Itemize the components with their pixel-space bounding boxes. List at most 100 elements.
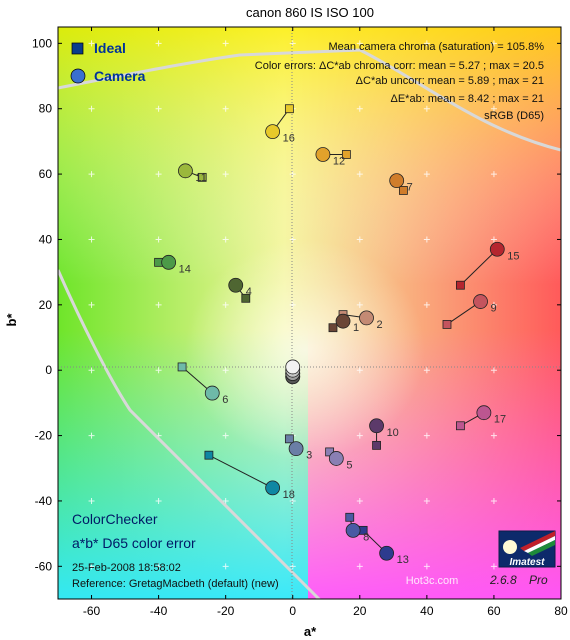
grid-plus [423, 367, 430, 374]
grid-plus [423, 301, 430, 308]
grid-plus [490, 236, 497, 243]
patch-2-label: 2 [377, 319, 383, 331]
grid-plus [222, 563, 229, 570]
patch-3-camera-marker [288, 441, 304, 457]
grid-plus [289, 563, 296, 570]
patch-13-camera-marker [379, 545, 395, 561]
edition-label: Pro [529, 573, 548, 587]
grid-plus [356, 432, 363, 439]
patch-3-label: 3 [306, 450, 312, 462]
grid-plus [155, 301, 162, 308]
grid-plus [289, 497, 296, 504]
x-tick-label: 80 [554, 604, 568, 618]
version-label: 2.6.8 [489, 573, 517, 587]
grid-plus [88, 40, 95, 47]
patch-4-ideal-marker [241, 293, 251, 303]
grid-plus [356, 105, 363, 112]
grid-plus [490, 367, 497, 374]
patch-17-label: 17 [494, 414, 506, 426]
patch-7-camera-marker [389, 173, 405, 189]
patch-11-label: 11 [195, 172, 206, 184]
patch-16-camera-marker [265, 124, 281, 139]
grid-plus [490, 105, 497, 112]
grid-plus [155, 236, 162, 243]
grid-plus [490, 497, 497, 504]
grid-plus [356, 497, 363, 504]
grid-plus [155, 367, 162, 374]
patch-14-camera-marker [161, 254, 177, 270]
grid-plus [423, 563, 430, 570]
grid-plus [490, 171, 497, 178]
legend: Ideal Camera [70, 40, 146, 84]
grid-plus [88, 236, 95, 243]
chart-title: canon 860 IS ISO 100 [246, 5, 374, 20]
x-tick-label: -20 [217, 604, 235, 618]
grid-plus [356, 236, 363, 243]
patch-16-label: 16 [283, 133, 295, 145]
x-tick-label: 20 [353, 604, 367, 618]
legend-ideal-marker [71, 42, 84, 55]
grid-plus [222, 432, 229, 439]
patch-18-ideal-marker [204, 450, 214, 460]
patch-6-ideal-marker [177, 362, 187, 372]
patch-2-camera-marker [359, 310, 374, 326]
grid-plus [155, 497, 162, 504]
grid-plus [356, 301, 363, 308]
grid-plus [289, 40, 296, 47]
grid-plus [222, 105, 229, 112]
info-line-3: ΔC*ab uncorr: mean = 5.89 ; max = 21 [356, 75, 544, 87]
patch-15-camera-marker [489, 241, 505, 257]
patch-3-ideal-marker [284, 434, 294, 444]
grid-plus [356, 563, 363, 570]
patch-5-camera-marker [328, 451, 344, 466]
patch-7-label: 7 [407, 182, 413, 194]
legend-camera-marker [70, 68, 86, 84]
patch-7-ideal-marker [398, 186, 408, 195]
grid-plus [88, 367, 95, 374]
patch-16-ideal-marker [284, 104, 294, 114]
info-line-5: sRGB (D65) [484, 110, 544, 122]
patch-8-camera-marker [345, 522, 361, 538]
patch-6-label: 6 [222, 394, 228, 406]
patch-15-ideal-marker [455, 280, 465, 290]
block-line-3: 25-Feb-2008 18:58:02 [72, 562, 181, 574]
patch-13-label: 13 [397, 554, 409, 566]
grid-plus [222, 367, 229, 374]
grid-plus [88, 105, 95, 112]
grid-plus [222, 236, 229, 243]
x-tick-label: -40 [150, 604, 168, 618]
patch-8-ideal-marker [345, 512, 355, 522]
patch-18-error-line [208, 454, 273, 489]
grid-plus [222, 497, 229, 504]
block-line-2: a*b* D65 color error [72, 535, 196, 551]
x-axis-label: a* [304, 624, 317, 639]
plot-frame [57, 26, 562, 600]
grid-plus [490, 563, 497, 570]
y-tick-label: -60 [35, 559, 53, 573]
patch-12-ideal-marker [341, 150, 351, 159]
y-tick-label: 100 [32, 36, 52, 50]
grid-plus [88, 563, 95, 570]
patch-4-label: 4 [246, 286, 252, 298]
patch-11-camera-marker [178, 163, 193, 179]
patch-1-ideal-marker [328, 323, 338, 333]
grid-plus [155, 40, 162, 47]
grid-plus [222, 171, 229, 178]
patch-12-label: 12 [333, 155, 345, 167]
grid-plus [88, 301, 95, 308]
block-line-1: ColorChecker [72, 511, 158, 527]
x-tick-label: -60 [83, 604, 101, 618]
patch-10-label: 10 [387, 427, 399, 439]
imatest-logo: Imatest [498, 530, 556, 568]
info-line-1: Mean camera chroma (saturation) = 105.8% [328, 41, 544, 53]
x-tick-label: 40 [420, 604, 434, 618]
patch-9-label: 9 [491, 303, 497, 315]
grid-plus [423, 497, 430, 504]
grid-plus [423, 236, 430, 243]
y-tick-label: 80 [39, 102, 53, 116]
grid-plus [356, 367, 363, 374]
y-tick-label: 60 [39, 167, 53, 181]
patch-9-camera-marker [473, 294, 488, 309]
patch-17-camera-marker [476, 405, 492, 421]
